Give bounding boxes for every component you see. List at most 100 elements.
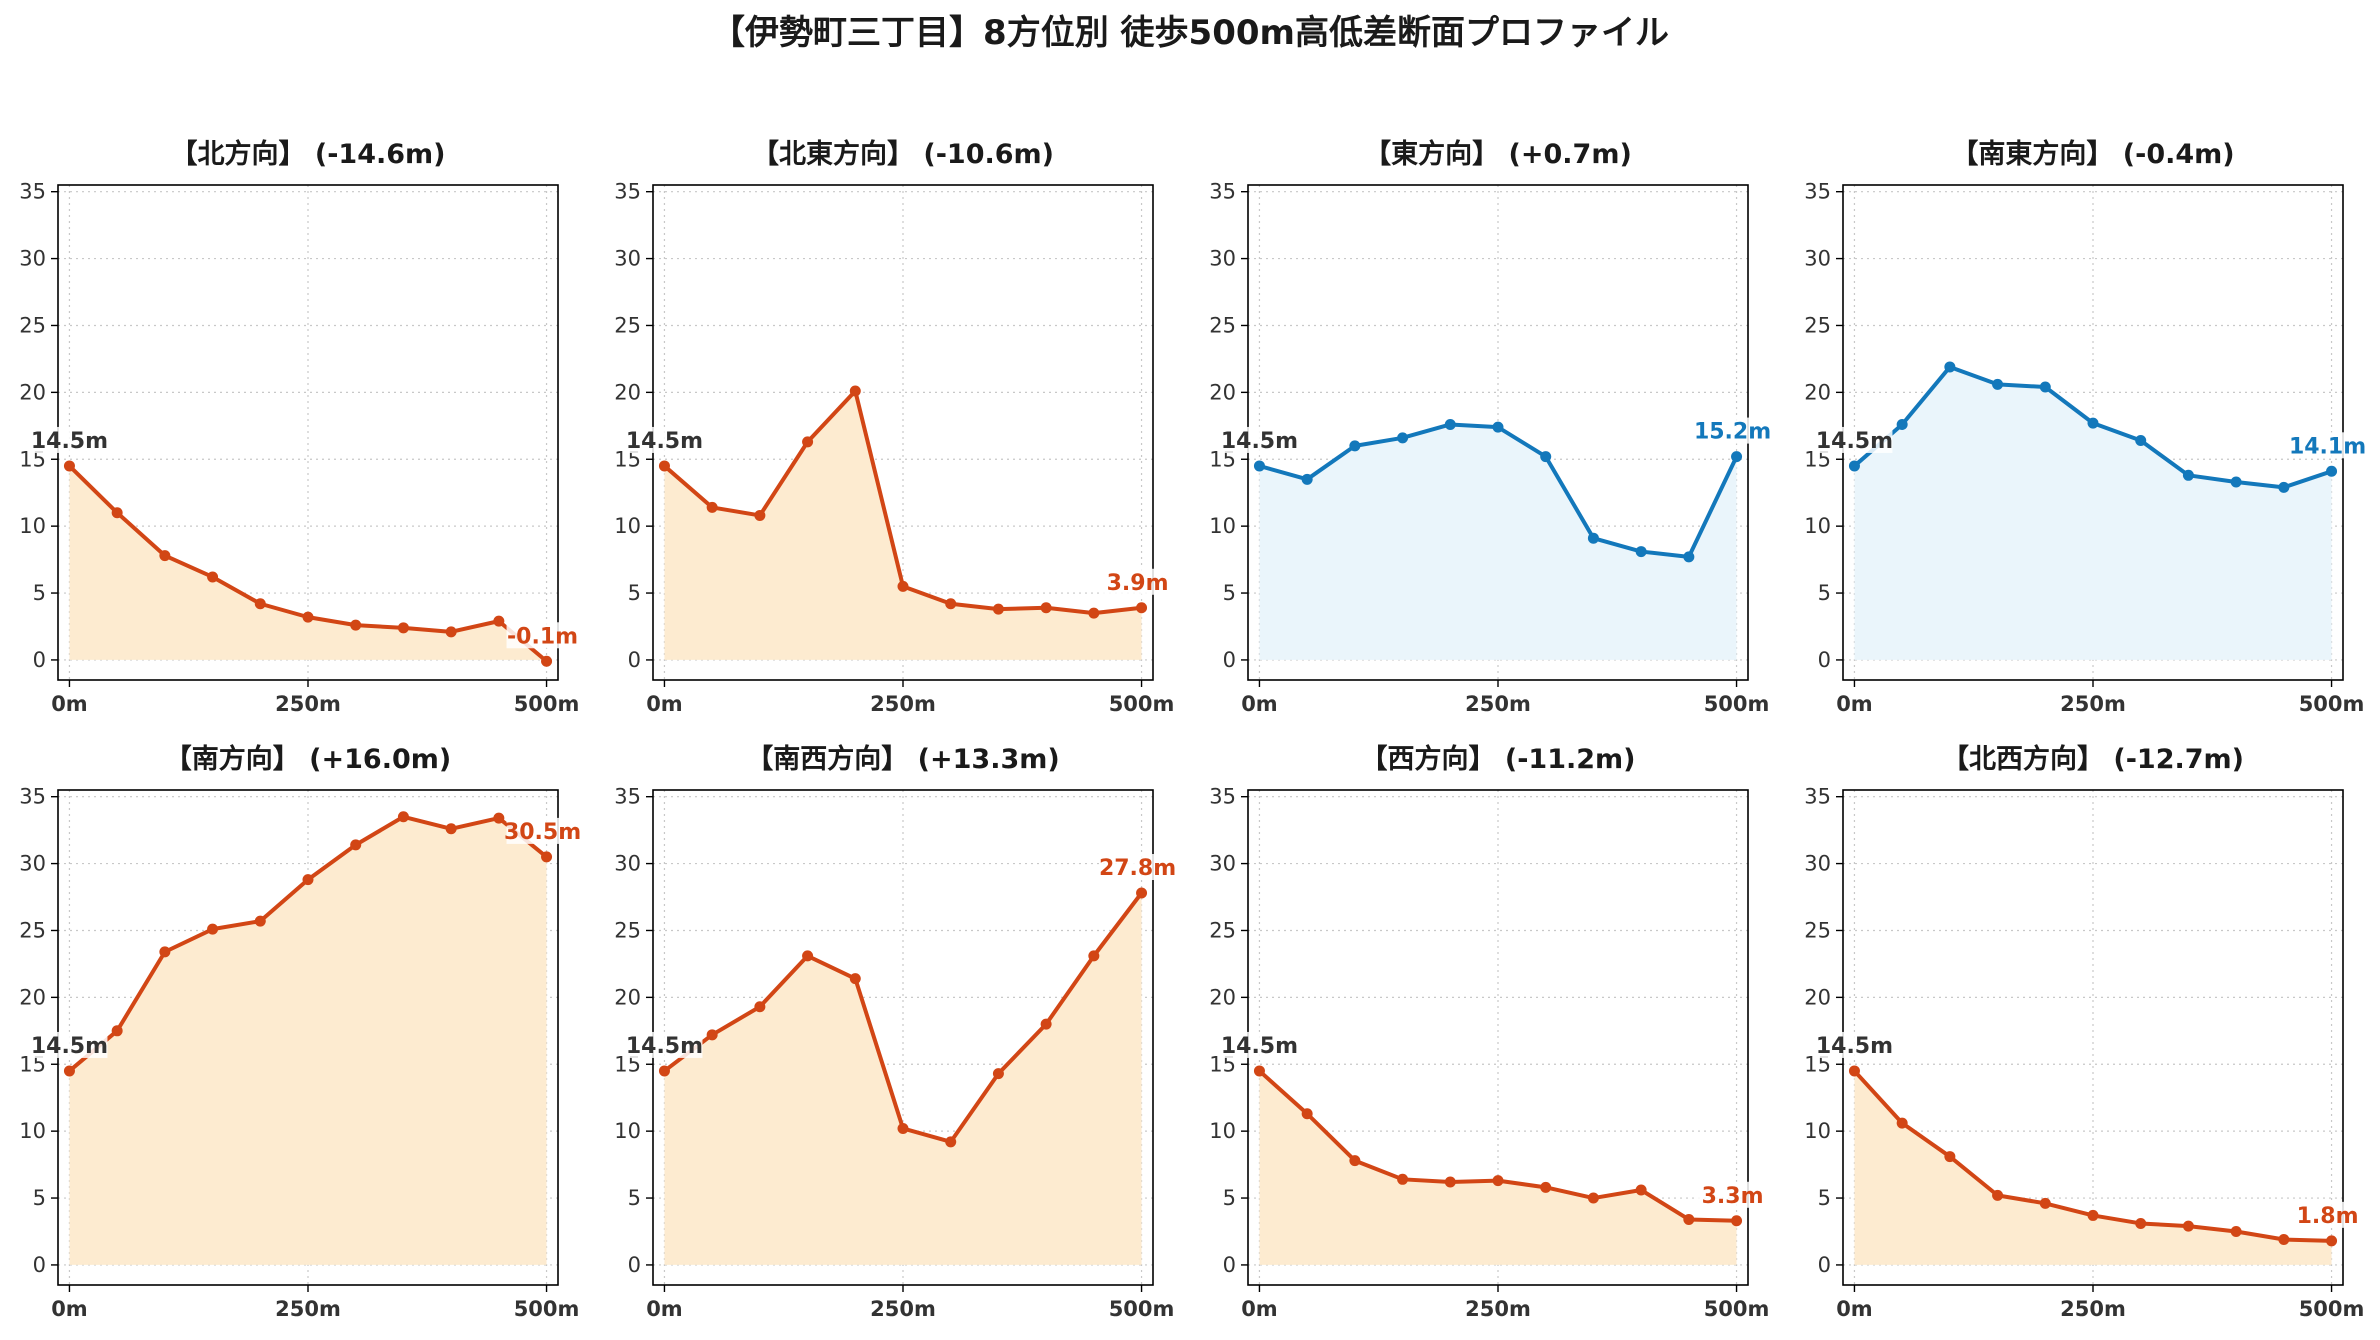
y-tick-label: 20 <box>1804 985 1831 1009</box>
data-point <box>2182 1220 2194 1232</box>
y-tick-label: 20 <box>19 985 46 1009</box>
x-tick-label: 500m <box>1704 692 1770 716</box>
y-tick-label: 25 <box>1804 313 1831 337</box>
x-tick-label: 500m <box>1109 692 1175 716</box>
end-label: 3.9m <box>1107 571 1169 596</box>
end-label: 15.2m <box>1694 420 1771 445</box>
data-point <box>493 615 505 627</box>
data-point <box>254 915 266 927</box>
data-point <box>1444 1176 1456 1188</box>
data-point <box>2326 465 2338 477</box>
data-point <box>159 946 171 958</box>
y-tick-label: 10 <box>1804 1119 1831 1143</box>
data-point <box>1253 1065 1265 1077</box>
data-point <box>1848 1065 1860 1077</box>
y-tick-label: 25 <box>1209 313 1236 337</box>
data-point <box>111 507 123 519</box>
data-point <box>1397 432 1409 444</box>
data-point <box>2230 1225 2242 1237</box>
y-tick-label: 0 <box>628 1253 641 1277</box>
y-tick-label: 30 <box>1804 852 1831 876</box>
data-point <box>1896 1117 1908 1129</box>
y-tick-label: 25 <box>1209 918 1236 942</box>
y-tick-label: 25 <box>614 918 641 942</box>
y-tick-label: 30 <box>1804 247 1831 271</box>
y-tick-label: 35 <box>1804 180 1831 204</box>
y-tick-label: 30 <box>1209 247 1236 271</box>
start-label-bg <box>31 426 108 453</box>
start-label: 14.5m <box>626 429 703 454</box>
data-point <box>1587 532 1599 544</box>
data-point <box>1992 378 2004 390</box>
start-label: 14.5m <box>1816 1034 1893 1059</box>
data-point <box>1136 602 1148 614</box>
x-tick-label: 0m <box>1241 1297 1278 1321</box>
data-point <box>63 460 75 472</box>
end-label-bg <box>2291 1201 2372 1228</box>
y-tick-label: 0 <box>1818 1253 1831 1277</box>
y-tick-label: 35 <box>614 785 641 809</box>
start-label-bg <box>1221 1031 1298 1058</box>
data-point <box>1444 418 1456 430</box>
y-tick-label: 35 <box>19 785 46 809</box>
data-point <box>1040 1018 1052 1030</box>
data-point <box>1088 607 1100 619</box>
data-point <box>802 436 814 448</box>
y-tick-label: 0 <box>1818 648 1831 672</box>
y-tick-label: 10 <box>19 514 46 538</box>
y-tick-label: 20 <box>1804 380 1831 404</box>
data-point <box>706 1029 718 1041</box>
y-tick-label: 0 <box>33 1253 46 1277</box>
x-tick-label: 250m <box>275 1297 341 1321</box>
y-tick-label: 5 <box>33 581 46 605</box>
data-point <box>111 1025 123 1037</box>
data-point <box>350 619 362 631</box>
data-point <box>2278 481 2290 493</box>
data-point <box>945 598 957 610</box>
data-point <box>493 812 505 824</box>
y-tick-label: 5 <box>628 1186 641 1210</box>
start-label-bg <box>1816 426 1893 453</box>
data-point <box>1848 460 1860 472</box>
y-tick-label: 0 <box>33 648 46 672</box>
y-tick-label: 20 <box>1209 380 1236 404</box>
data-point <box>350 839 362 851</box>
data-point <box>1683 551 1695 563</box>
y-tick-label: 10 <box>614 1119 641 1143</box>
start-label: 14.5m <box>31 1034 108 1059</box>
y-tick-label: 10 <box>614 514 641 538</box>
panel-title: 【南方向】 (+16.0m) <box>165 743 451 775</box>
y-tick-label: 25 <box>19 918 46 942</box>
data-point <box>658 1065 670 1077</box>
x-tick-label: 500m <box>2299 692 2365 716</box>
data-point <box>706 501 718 513</box>
data-point <box>1349 1155 1361 1167</box>
end-label-bg <box>506 622 587 649</box>
x-tick-label: 500m <box>514 1297 580 1321</box>
data-point <box>302 611 314 623</box>
start-label: 14.5m <box>1221 429 1298 454</box>
data-point <box>63 1065 75 1077</box>
y-tick-label: 10 <box>1209 514 1236 538</box>
data-point <box>2039 1197 2051 1209</box>
data-point <box>159 550 171 562</box>
x-tick-label: 250m <box>275 692 341 716</box>
start-label: 14.5m <box>626 1034 703 1059</box>
start-label: 14.5m <box>31 429 108 454</box>
data-point <box>1349 440 1361 452</box>
data-point <box>1088 950 1100 962</box>
area-fill <box>1259 424 1737 660</box>
y-tick-label: 30 <box>614 247 641 271</box>
area-fill <box>1854 366 2332 660</box>
data-point <box>302 874 314 886</box>
end-label: 30.5m <box>504 820 581 845</box>
end-label: 1.8m <box>2297 1204 2359 1229</box>
data-point <box>2087 417 2099 429</box>
y-tick-label: 5 <box>1223 1186 1236 1210</box>
start-label-bg <box>626 1031 703 1058</box>
